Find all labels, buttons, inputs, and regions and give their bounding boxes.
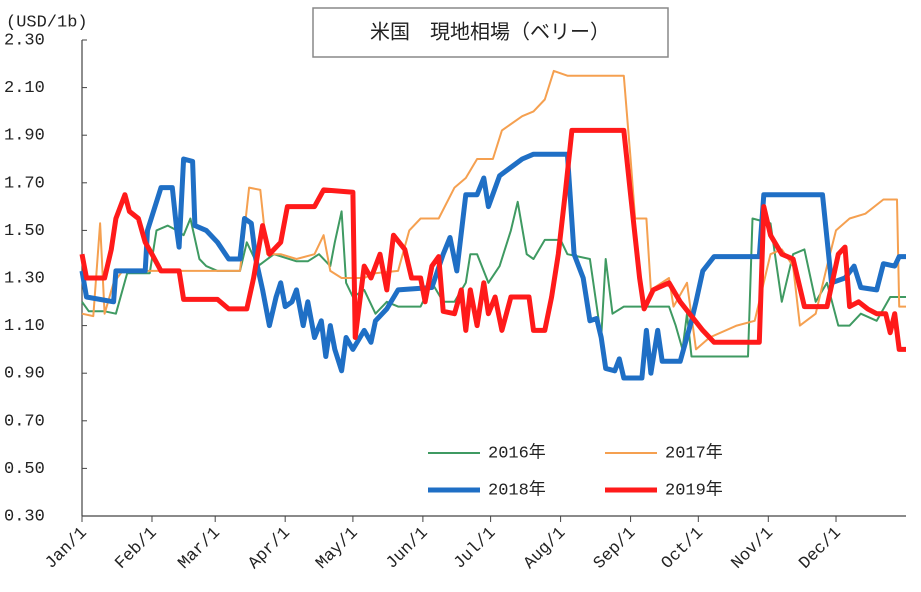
x-tick-label: May/1 xyxy=(313,524,363,574)
series-line xyxy=(79,127,906,352)
y-tick-label: 0.90 xyxy=(4,365,45,384)
x-tick-label: Oct/1 xyxy=(658,524,708,574)
title-box xyxy=(312,7,669,58)
y-tick-label: 1.30 xyxy=(4,269,45,288)
y-tick-label: 1.70 xyxy=(4,174,45,193)
x-tick-label: Jun/1 xyxy=(383,524,433,574)
x-tick-label: Jan/1 xyxy=(42,524,92,574)
y-axis-label: (USD/1b) xyxy=(6,13,88,32)
x-tick-label: Dec/1 xyxy=(796,524,846,574)
x-tick-label: Sep/1 xyxy=(590,524,640,574)
x-tick-label: Aug/1 xyxy=(521,524,571,574)
x-tick-label: Jul/1 xyxy=(451,524,501,574)
y-tick-label: 1.90 xyxy=(4,127,45,146)
legend-label: 2016年 xyxy=(488,442,546,463)
x-tick-label: Nov/1 xyxy=(728,524,778,574)
series-line xyxy=(81,69,906,351)
series-line xyxy=(81,200,906,358)
y-tick-label: 1.10 xyxy=(4,317,45,336)
x-tick-label: Apr/1 xyxy=(245,524,295,574)
y-tick-label: 0.30 xyxy=(4,507,45,526)
y-tick-label: 0.50 xyxy=(4,460,45,479)
y-tick-label: 1.50 xyxy=(4,222,45,241)
legend-label: 2019年 xyxy=(665,479,723,500)
x-tick-label: Feb/1 xyxy=(112,524,162,574)
x-tick-label: Mar/1 xyxy=(175,524,225,574)
chart-title: 米国 現地相場（ベリー） xyxy=(370,20,610,45)
y-tick-label: 2.10 xyxy=(4,79,45,98)
y-tick-label: 2.30 xyxy=(4,31,45,50)
series-line xyxy=(79,151,906,381)
legend-label: 2017年 xyxy=(665,442,723,463)
legend-label: 2018年 xyxy=(488,479,546,500)
y-tick-label: 0.70 xyxy=(4,412,45,431)
